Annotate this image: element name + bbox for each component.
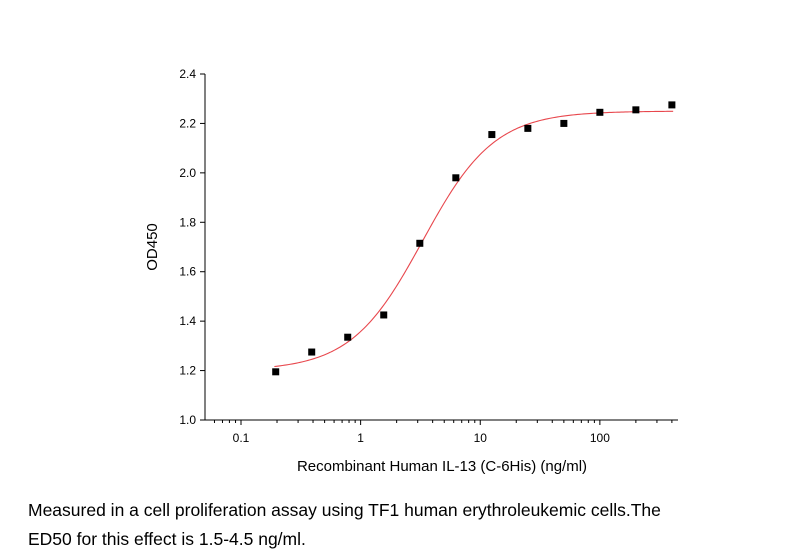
y-tick-label: 2.4 [179, 67, 196, 81]
data-point [632, 106, 640, 114]
y-tick-label: 1.4 [179, 314, 196, 328]
y-tick-label: 2.0 [179, 166, 196, 180]
data-point [488, 131, 496, 139]
data-point [380, 311, 388, 319]
data-point [308, 348, 316, 356]
y-ticks: 1.0 1.2 1.4 1.6 1.8 2.0 2.2 2.4 [179, 67, 205, 427]
y-tick-label: 1.0 [179, 413, 196, 427]
x-axis-title: Recombinant Human IL-13 (C-6His) (ng/ml) [297, 458, 587, 475]
data-point [416, 239, 424, 247]
x-ticks: 0.1 1 10 100 [213, 420, 673, 445]
y-tick-label: 1.2 [179, 364, 196, 378]
caption-line-1: Measured in a cell proliferation assay u… [28, 500, 661, 520]
data-point [560, 119, 568, 127]
x-tick-label: 100 [590, 431, 610, 445]
fit-curve [274, 110, 674, 368]
figure-caption: Measured in a cell proliferation assay u… [28, 496, 798, 554]
y-tick-label: 1.8 [179, 215, 196, 229]
data-point [344, 333, 352, 341]
data-point [668, 101, 676, 109]
data-points [272, 101, 676, 376]
x-tick-label: 0.1 [233, 431, 250, 445]
x-tick-label: 1 [357, 431, 364, 445]
caption-line-2: ED50 for this effect is 1.5-4.5 ng/ml. [28, 529, 306, 549]
x-tick-label: 10 [474, 431, 488, 445]
data-point [524, 124, 532, 132]
plot-area: 1.0 1.2 1.4 1.6 1.8 2.0 2.2 2.4 0.1 1 10 100 [179, 67, 678, 445]
y-tick-label: 1.6 [179, 265, 196, 279]
data-point [452, 174, 460, 182]
data-point [596, 108, 604, 116]
y-tick-label: 2.2 [179, 116, 196, 130]
chart: 1.0 1.2 1.4 1.6 1.8 2.0 2.2 2.4 0.1 1 10 100 OD450… [144, 67, 678, 475]
data-point [272, 368, 280, 376]
y-axis-title: OD450 [144, 223, 161, 271]
